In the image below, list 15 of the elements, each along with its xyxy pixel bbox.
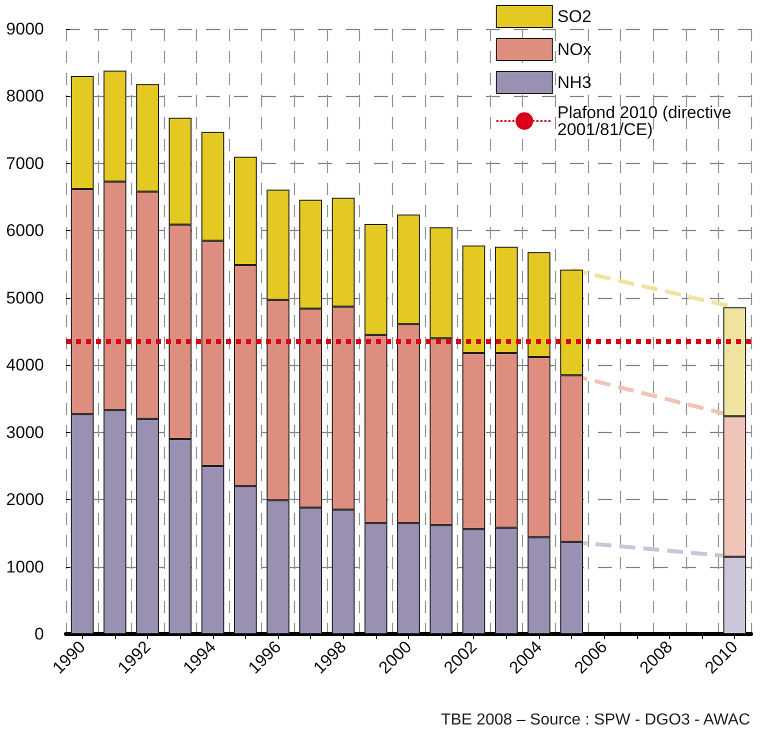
y-tick-label: 9000: [6, 20, 44, 38]
legend-label: NOx: [557, 40, 592, 59]
y-tick-label: 3000: [6, 422, 44, 442]
y-tick-label: 0: [34, 624, 44, 644]
y-tick-label: 6000: [6, 221, 44, 240]
legend-label: Plafond 2010 (directive 2001/81/CE): [557, 103, 736, 139]
y-tick-label: 7000: [6, 154, 44, 173]
y-tick-label: 5000: [6, 288, 44, 308]
y-tick-label: 1000: [6, 557, 44, 576]
legend-label: SO2: [557, 7, 592, 26]
text: TBE 2008 – Source : SPW - DGO3 - AWAC: [440, 712, 750, 728]
legend-label: NH3: [557, 73, 592, 92]
y-tick-label: 8000: [6, 86, 44, 106]
y-tick-label: 4000: [6, 356, 44, 375]
y-tick-label: 2000: [6, 490, 44, 510]
